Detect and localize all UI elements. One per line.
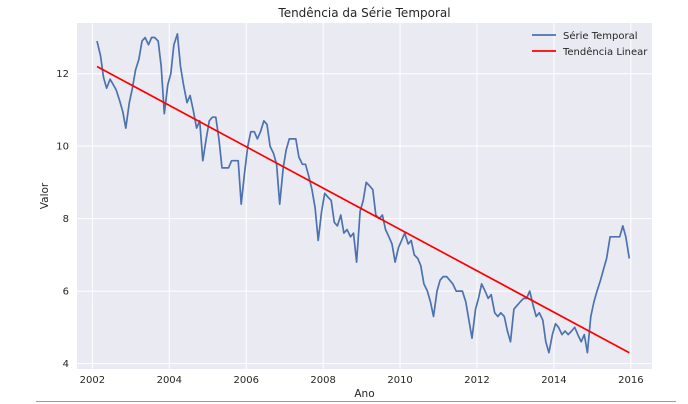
y-tick-label: 6 [63, 287, 69, 298]
x-tick-label: 2016 [618, 375, 643, 386]
series-layer [96, 33, 631, 354]
x-tick-label: 2008 [310, 375, 335, 386]
series-line-serie-temporal [96, 33, 631, 354]
grid-lines [77, 23, 652, 369]
bottom-divider [36, 401, 676, 402]
legend-label-tendencia-linear: Tendência Linear [562, 46, 648, 58]
y-tick-label: 4 [63, 359, 69, 370]
series-line-tendencia-linear [96, 65, 630, 354]
x-tick-label: 2002 [80, 375, 105, 386]
x-tick-label: 2014 [541, 375, 566, 386]
x-tick-label: 2004 [157, 375, 182, 386]
x-axis-label: Ano [354, 388, 374, 400]
x-tick-label: 2006 [234, 375, 259, 386]
y-axis-ticks: 4 6 8 10 12 [56, 69, 69, 370]
legend-label-serie-temporal: Série Temporal [563, 30, 638, 42]
y-tick-label: 8 [63, 214, 69, 225]
x-tick-label: 2010 [387, 375, 412, 386]
x-axis-ticks: 2002 2004 2006 2008 2010 2012 2014 2016 [80, 375, 644, 386]
y-tick-label: 12 [56, 69, 69, 80]
y-axis-label: Valor [39, 182, 51, 209]
x-tick-label: 2012 [464, 375, 489, 386]
y-tick-label: 10 [56, 142, 69, 153]
legend: Série Temporal Tendência Linear [532, 30, 648, 58]
chart-title: Tendência da Série Temporal [277, 6, 450, 20]
